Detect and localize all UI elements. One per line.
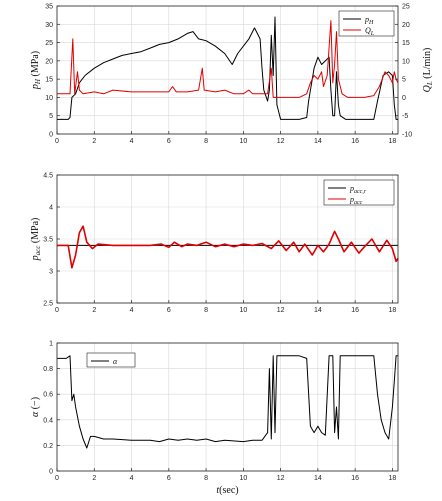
legend-label: pH	[364, 15, 374, 26]
x-tick-label: 18	[389, 475, 397, 482]
y-tick-label: 3	[49, 269, 53, 276]
y-tick-label: 15	[45, 77, 53, 84]
x-tick-label: 14	[314, 475, 322, 482]
y-tick-label: 25	[45, 40, 53, 47]
y-right-tick-label: -10	[402, 132, 412, 139]
y-right-tick-label: 15	[402, 40, 410, 47]
x-tick-label: 6	[167, 138, 171, 145]
x-tick-label: 14	[314, 307, 322, 314]
x-tick-label: 18	[389, 138, 397, 145]
series-line-ph	[57, 16, 398, 120]
x-axis-label: t(sec)	[216, 485, 238, 496]
y-right-tick-label: 25	[402, 4, 410, 11]
x-tick-label: 8	[204, 475, 208, 482]
x-tick-label: 6	[167, 475, 171, 482]
plot-area	[56, 5, 399, 135]
x-tick-label: 12	[277, 307, 285, 314]
x-tick-label: 10	[239, 138, 247, 145]
y-tick-label: 0.2	[43, 443, 53, 450]
x-tick-label: 12	[277, 475, 285, 482]
plot-area	[56, 342, 399, 472]
y-tick-label: 4.5	[43, 173, 53, 180]
legend-label: pacc	[349, 195, 363, 206]
x-tick-label: 18	[389, 307, 397, 314]
chart-panel-3: 0 2 4 6 8 10 12 14 16 18 0 0.2 0.4 0.6 0.8 1 α (−) t(sec)…	[30, 341, 399, 496]
x-tick-label: 0	[55, 307, 59, 314]
y-tick-label: 5	[49, 113, 53, 120]
x-tick-label: 10	[239, 307, 247, 314]
legend-box	[338, 10, 395, 37]
y-tick-label: 2.5	[43, 301, 53, 308]
x-tick-label: 10	[239, 475, 247, 482]
y-tick-label: 0.6	[43, 392, 53, 399]
series-line-	[57, 355, 398, 449]
series-line-ql	[57, 20, 399, 98]
y-tick-label: 35	[45, 4, 53, 11]
y-axis-right-label: QL (L/min)	[422, 48, 434, 93]
y-tick-label: 30	[45, 22, 53, 29]
y-right-tick-label: 20	[402, 22, 410, 29]
y-right-tick-label: -5	[402, 113, 408, 120]
x-tick-label: 0	[55, 138, 59, 145]
x-tick-label: 2	[92, 138, 96, 145]
legend-box	[323, 179, 395, 206]
legend-label: QL	[365, 26, 375, 37]
legend-box	[86, 352, 136, 368]
x-tick-label: 2	[92, 475, 96, 482]
x-tick-label: 4	[130, 138, 134, 145]
chart-panel-2: 0 2 4 6 8 10 12 14 16 18 2.5 3 3.5 4 4.5 pacc (MPa) pacc…	[30, 173, 399, 314]
y-axis-label: α (−)	[30, 397, 41, 417]
x-tick-label: 4	[130, 307, 134, 314]
legend-label: α	[113, 357, 118, 366]
legend: α	[86, 352, 136, 368]
y-tick-label: 0.4	[43, 417, 53, 424]
x-tick-label: 8	[204, 138, 208, 145]
y-tick-label: 1	[49, 341, 53, 348]
x-tick-label: 0	[55, 475, 59, 482]
y-tick-label: 0	[49, 469, 53, 476]
legend-label: pacc,r	[349, 184, 367, 195]
y-tick-label: 3.5	[43, 237, 53, 244]
x-tick-label: 6	[167, 307, 171, 314]
y-right-tick-label: 10	[402, 58, 410, 65]
y-tick-label: 0.8	[43, 366, 53, 373]
x-tick-label: 2	[92, 307, 96, 314]
x-tick-label: 4	[130, 475, 134, 482]
x-tick-label: 14	[314, 138, 322, 145]
x-tick-label: 16	[351, 475, 359, 482]
x-tick-label: 8	[204, 307, 208, 314]
y-axis-label: pH (MPa)	[30, 51, 42, 90]
series-line-pacc	[57, 225, 399, 269]
x-tick-label: 16	[351, 138, 359, 145]
y-right-tick-label: 5	[402, 77, 406, 84]
y-tick-label: 4	[49, 205, 53, 212]
y-tick-label: 10	[45, 95, 53, 102]
y-tick-label: 20	[45, 58, 53, 65]
x-tick-label: 16	[351, 307, 359, 314]
y-axis-label: pacc (MPa)	[30, 218, 42, 262]
chart-panel-1: 0 2 4 6 8 10 12 14 16 18 0 5 10 15 20 25 30 35 -10 -5 0 5 10 15…	[30, 4, 434, 146]
y-tick-label: 0	[49, 132, 53, 139]
y-right-tick-label: 0	[402, 95, 406, 102]
x-tick-label: 12	[277, 138, 285, 145]
